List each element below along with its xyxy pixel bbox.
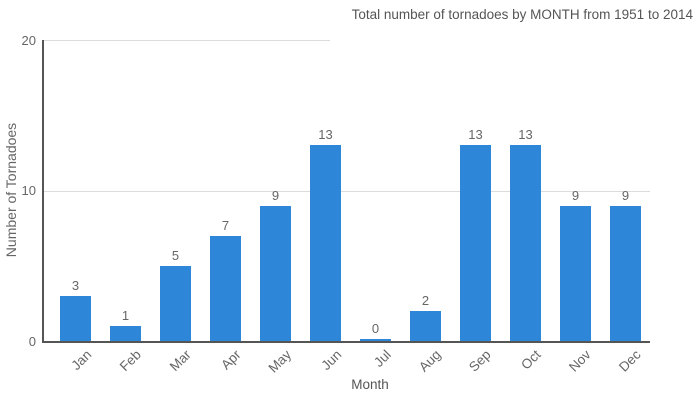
x-tick-label-May: May: [265, 347, 295, 376]
x-tick-label-Sep: Sep: [466, 347, 495, 375]
x-tick-label-Apr: Apr: [218, 347, 245, 373]
bar-Oct: [510, 145, 541, 341]
bar-May: [260, 206, 291, 341]
bar-value-label-Jan: 3: [71, 278, 80, 293]
x-tick-label-Jul: Jul: [371, 347, 395, 370]
y-axis-line: [42, 40, 44, 343]
bar-Jun: [310, 145, 341, 341]
bar-value-label-Jun: 13: [318, 127, 333, 142]
x-axis-title: Month: [351, 377, 389, 392]
bar-Mar: [160, 266, 191, 341]
x-tick-label-Dec: Dec: [616, 347, 645, 375]
x-tick-label-Feb: Feb: [117, 347, 145, 375]
y-tick-label-10: 10: [21, 183, 36, 198]
bar-value-label-Feb: 1: [121, 308, 130, 323]
x-tick-label-Oct: Oct: [518, 347, 545, 373]
bar-Feb: [110, 326, 141, 341]
bar-Apr: [210, 236, 241, 341]
bar-Sep: [460, 145, 491, 341]
bar-value-label-Mar: 5: [171, 248, 180, 263]
bar-value-label-Apr: 7: [221, 218, 230, 233]
bar-Nov: [560, 206, 591, 341]
x-tick-label-Nov: Nov: [566, 347, 595, 375]
y-tick-label-20: 20: [21, 33, 36, 48]
x-axis-line: [42, 341, 650, 343]
bar-Dec: [610, 206, 641, 341]
gridline-20: [42, 40, 330, 41]
bar-Aug: [410, 311, 441, 341]
x-tick-label-Jan: Jan: [68, 347, 95, 374]
bar-value-label-Oct: 13: [518, 127, 533, 142]
chart-title: Total number of tornadoes by MONTH from …: [351, 7, 693, 22]
bar-value-label-Sep: 13: [468, 127, 483, 142]
plot-area: 3 1 5 7 9 13 0 2 13 13 9 9: [42, 40, 650, 343]
bar-value-label-Aug: 2: [421, 293, 430, 308]
bar-Jul: [360, 339, 391, 341]
gridline-10: [42, 191, 650, 192]
x-tick-label-Jun: Jun: [318, 347, 345, 374]
bar-value-label-Nov: 9: [571, 188, 580, 203]
bar-value-label-Dec: 9: [621, 188, 630, 203]
y-tick-label-0: 0: [28, 334, 36, 349]
bar-value-label-May: 9: [271, 188, 280, 203]
bar-Jan: [60, 296, 91, 341]
x-tick-label-Mar: Mar: [167, 347, 195, 375]
bar-value-label-Jul: 0: [371, 321, 380, 336]
x-tick-label-Aug: Aug: [416, 347, 445, 375]
